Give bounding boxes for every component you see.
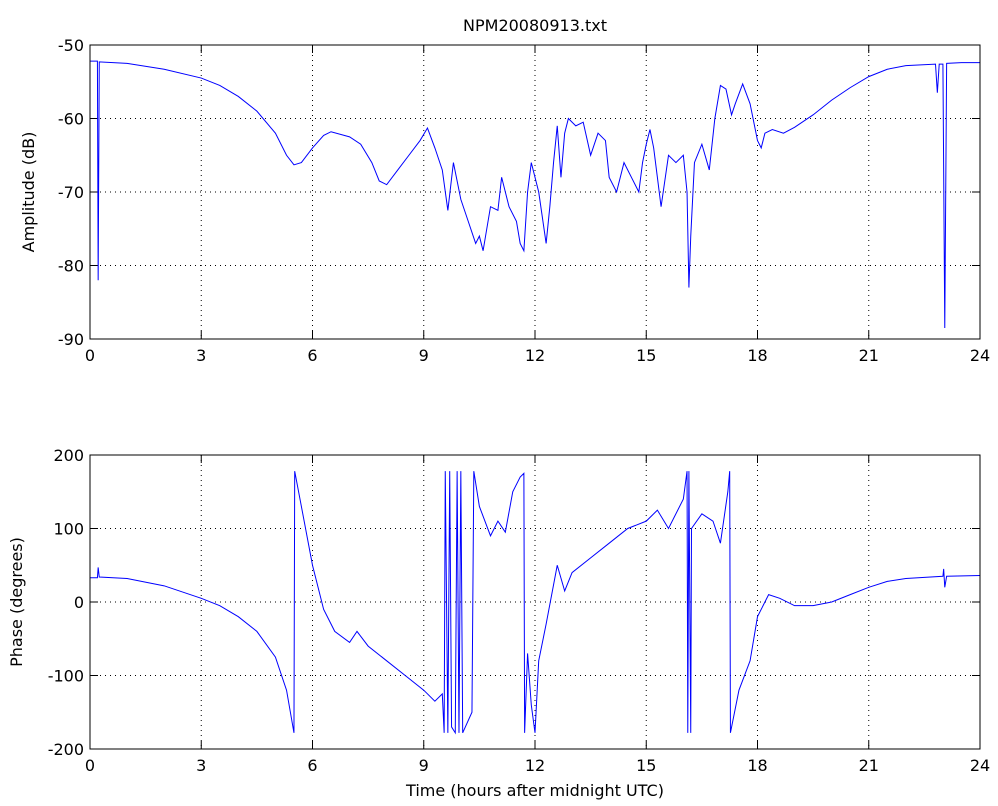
x-tick-label: 21 xyxy=(859,756,879,775)
data-line xyxy=(90,471,981,735)
axes-box xyxy=(89,454,981,750)
x-tick-label: 21 xyxy=(859,346,879,365)
x-tick-label: 12 xyxy=(525,346,545,365)
y-tick-label: -70 xyxy=(58,183,84,202)
x-tick-label: 24 xyxy=(970,756,990,775)
x-tick-label: 24 xyxy=(970,346,990,365)
x-tick-label: 9 xyxy=(419,346,429,365)
x-tick-label: 18 xyxy=(747,756,767,775)
y-tick-label: -50 xyxy=(58,36,84,55)
x-tick-label: 9 xyxy=(419,756,429,775)
y-axis-label: Amplitude (dB) xyxy=(19,132,38,253)
y-axis-label: Phase (degrees) xyxy=(7,537,26,667)
x-tick-label: 6 xyxy=(307,756,317,775)
x-tick-label: 3 xyxy=(196,756,206,775)
y-tick-label: -100 xyxy=(48,667,84,686)
x-axis-label: Time (hours after midnight UTC) xyxy=(405,781,664,800)
y-tick-label: -60 xyxy=(58,110,84,129)
y-tick-label: -90 xyxy=(58,330,84,349)
y-tick-label: 0 xyxy=(74,593,84,612)
chart-title: NPM20080913.txt xyxy=(463,16,607,35)
axes-box xyxy=(89,44,981,340)
y-tick-label: -80 xyxy=(58,257,84,276)
y-tick-label: -200 xyxy=(48,740,84,759)
x-tick-label: 3 xyxy=(196,346,206,365)
y-tick-label: 200 xyxy=(53,446,84,465)
x-tick-label: 12 xyxy=(525,756,545,775)
x-tick-label: 18 xyxy=(747,346,767,365)
y-tick-label: 100 xyxy=(53,520,84,539)
x-tick-label: 15 xyxy=(636,346,656,365)
x-tick-label: 6 xyxy=(307,346,317,365)
x-tick-label: 0 xyxy=(85,346,95,365)
x-tick-label: 15 xyxy=(636,756,656,775)
x-tick-label: 0 xyxy=(85,756,95,775)
data-line xyxy=(90,60,980,328)
